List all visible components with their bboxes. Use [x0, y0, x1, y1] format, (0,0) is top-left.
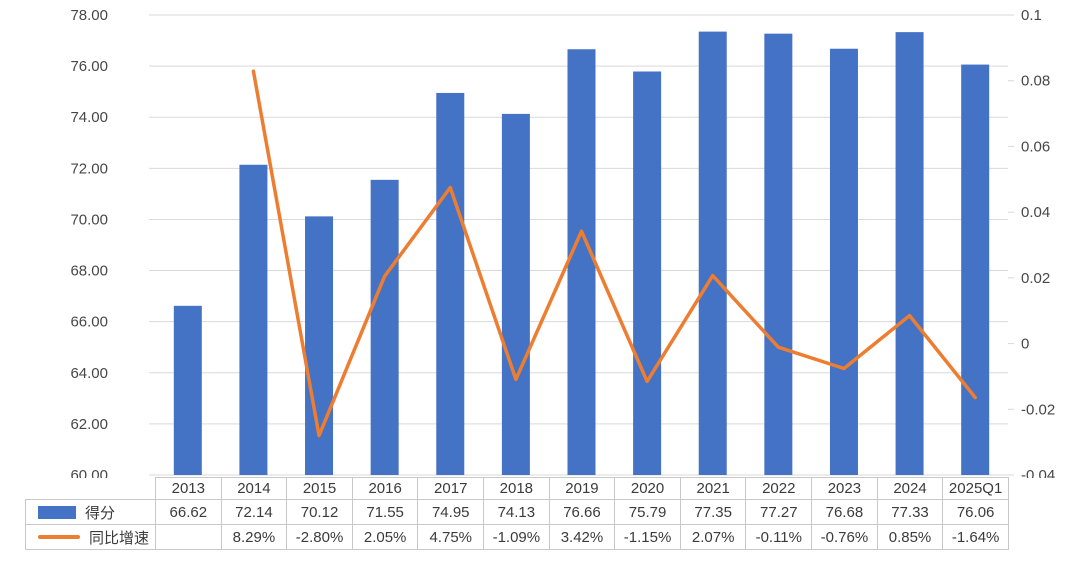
score-cell: 76.66	[548, 499, 616, 525]
left-axis-tick: 72.00	[70, 160, 108, 177]
score-bar	[895, 32, 924, 475]
growth-cell: 3.42%	[548, 524, 616, 550]
year-header-cell: 2014	[220, 477, 288, 500]
growth-cell: 4.75%	[417, 524, 485, 550]
score-bar	[173, 305, 202, 475]
year-header-cell: 2021	[679, 477, 747, 500]
year-header-cell: 2016	[351, 477, 419, 500]
score-bar	[698, 31, 727, 475]
table-row-years: 2013 2014 2015 2016 2017 2018 2019 2020 2021 2022…	[26, 477, 1009, 500]
left-axis-tick: 74.00	[70, 109, 108, 126]
left-axis-tick: 60.00	[70, 467, 108, 478]
growth-cell: 2.05%	[351, 524, 419, 550]
score-cell: 72.14	[220, 499, 288, 525]
year-header-cell: 2017	[417, 477, 485, 500]
left-axis-tick: 68.00	[70, 263, 108, 280]
score-bar	[961, 64, 990, 476]
growth-cell: -1.09%	[483, 524, 550, 550]
score-cell: 66.62	[155, 499, 222, 525]
growth-line-icon	[38, 535, 80, 539]
growth-cell: 8.29%	[220, 524, 288, 550]
table-row: 同比增速 8.29% -2.80% 2.05% 4.75% -1.09% 3.42% -1.1…	[25, 524, 1009, 550]
year-header-cell: 2023	[811, 477, 878, 500]
score-bar	[567, 49, 596, 475]
year-header-cell: 2024	[876, 477, 944, 500]
score-swatch-icon	[38, 505, 76, 519]
right-axis-tick: -0.02	[1021, 401, 1055, 418]
legend-score: 得分	[25, 499, 156, 525]
right-axis-tick: 0	[1021, 336, 1029, 353]
score-cell: 74.13	[483, 499, 550, 525]
year-header-cell: 2013	[155, 477, 222, 500]
year-header-cell: 2022	[745, 477, 813, 500]
right-axis-tick: -0.04	[1021, 467, 1055, 478]
score-bar	[370, 179, 399, 476]
growth-cell: -1.64%	[942, 524, 1009, 550]
score-cell: 74.95	[417, 499, 485, 525]
score-cell: 76.06	[942, 499, 1009, 525]
growth-cell: 0.85%	[876, 524, 944, 550]
right-axis-tick: 0.06	[1021, 138, 1050, 155]
growth-cell	[155, 524, 222, 550]
left-axis-tick: 64.00	[70, 365, 108, 382]
score-bar	[633, 71, 662, 475]
right-axis-tick: 0.02	[1021, 270, 1050, 287]
left-axis-tick: 66.00	[70, 314, 108, 331]
score-cell: 76.68	[811, 499, 878, 525]
year-header-cell: 2019	[548, 477, 616, 500]
score-bar	[501, 113, 530, 476]
right-axis-tick: 0.04	[1021, 204, 1050, 221]
right-axis-tick: 0.1	[1021, 7, 1042, 24]
left-axis-tick: 62.00	[70, 416, 108, 433]
growth-cell: 2.07%	[679, 524, 747, 550]
score-bar	[829, 48, 858, 475]
score-cell: 70.12	[286, 499, 353, 525]
left-axis-tick: 76.00	[70, 58, 108, 75]
legend-label: 同比增速	[89, 529, 150, 547]
growth-cell: -1.15%	[614, 524, 681, 550]
year-header-cell: 2015	[286, 477, 353, 500]
growth-cell: -0.11%	[745, 524, 813, 550]
year-header-cell: 2020	[614, 477, 681, 500]
left-axis-tick: 70.00	[70, 211, 108, 228]
score-cell: 75.79	[614, 499, 681, 525]
score-cell: 77.27	[745, 499, 813, 525]
score-cell: 77.33	[876, 499, 944, 525]
growth-cell: -0.76%	[811, 524, 878, 550]
table-row: 得分 66.62 72.14 70.12 71.55 74.95 74.13 76.66 75.…	[25, 499, 1009, 525]
left-axis-tick: 78.00	[70, 7, 108, 24]
right-axis-tick: 0.08	[1021, 73, 1050, 90]
year-header-cell: 2025Q1	[942, 477, 1009, 500]
score-bar	[239, 164, 268, 475]
table-corner-blank	[26, 478, 156, 500]
chart-data-table: 2013 2014 2015 2016 2017 2018 2019 2020 2021 2022…	[25, 477, 1009, 550]
legend-label: 得分	[85, 504, 116, 522]
combo-chart: 78.00 76.00 74.00 72.00 70.00 68.00 66.00 64.00…	[70, 7, 1055, 478]
year-header-cell: 2018	[483, 477, 550, 500]
score-cell: 77.35	[679, 499, 747, 525]
score-bar	[436, 92, 465, 475]
score-cell: 71.55	[351, 499, 419, 525]
growth-cell: -2.80%	[286, 524, 353, 550]
legend-growth: 同比增速	[25, 524, 156, 550]
growth-line	[251, 69, 977, 438]
score-bar	[764, 33, 793, 476]
